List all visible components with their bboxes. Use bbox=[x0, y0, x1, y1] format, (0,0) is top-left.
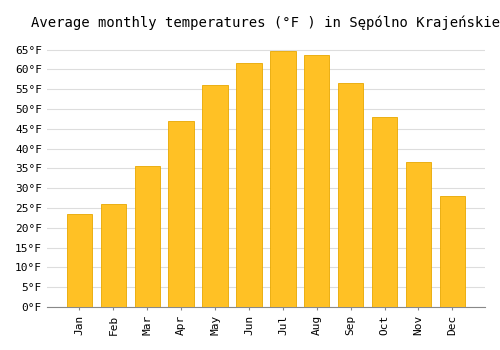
Bar bbox=[100, 204, 126, 307]
Bar bbox=[372, 117, 398, 307]
Bar bbox=[134, 166, 160, 307]
Title: Average monthly temperatures (°F ) in Sępólno Krajeńskie: Average monthly temperatures (°F ) in Sę… bbox=[32, 15, 500, 29]
Bar bbox=[338, 83, 363, 307]
Bar bbox=[270, 51, 295, 307]
Bar bbox=[406, 162, 431, 307]
Bar bbox=[202, 85, 228, 307]
Bar bbox=[304, 55, 330, 307]
Bar bbox=[236, 63, 262, 307]
Bar bbox=[67, 214, 92, 307]
Bar bbox=[168, 121, 194, 307]
Bar bbox=[440, 196, 465, 307]
